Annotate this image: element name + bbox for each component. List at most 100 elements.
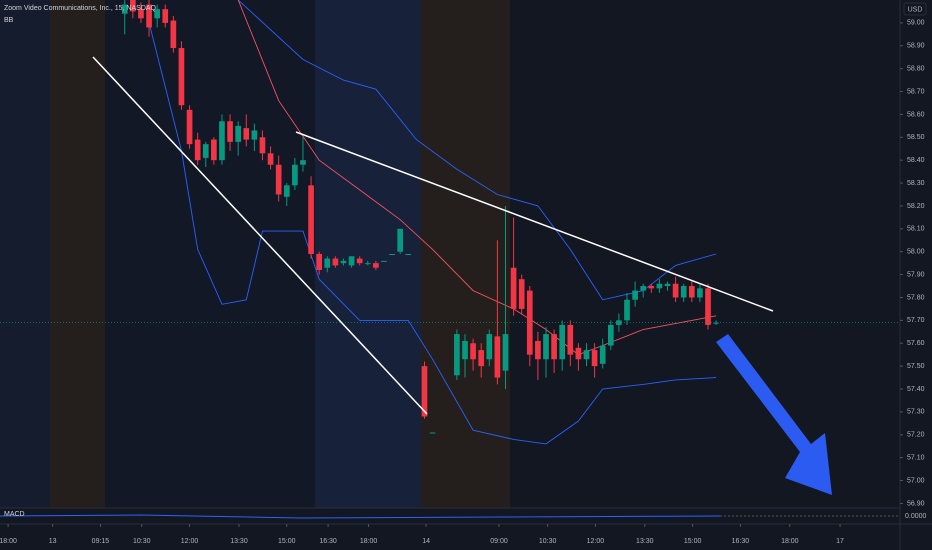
- candle-body: [121, 4, 128, 14]
- session-shade: [315, 0, 421, 508]
- candle-body: [664, 283, 671, 287]
- plot-area: [0, 0, 900, 445]
- candle-body: [267, 153, 274, 165]
- x-tick-label: 13: [49, 538, 57, 545]
- candle-body: [680, 286, 687, 298]
- candle-body: [364, 263, 371, 265]
- candle-body: [235, 125, 241, 142]
- candle-body: [591, 350, 598, 367]
- candle-body: [656, 283, 663, 289]
- candle-body: [154, 9, 160, 19]
- candle-body: [186, 109, 193, 145]
- y-tick-label: 57.00: [907, 477, 925, 484]
- trendline: [92, 56, 428, 415]
- candle-body: [526, 290, 533, 355]
- candle-body: [356, 258, 363, 264]
- candle-body: [599, 345, 606, 364]
- x-tick-label: 16:30: [732, 538, 750, 545]
- currency-box[interactable]: [903, 2, 927, 16]
- currency-label: USD: [908, 6, 923, 13]
- candle-body: [381, 260, 387, 262]
- candle-body: [429, 432, 436, 434]
- x-tick-label: 15:00: [684, 538, 702, 545]
- candle-body: [219, 121, 225, 161]
- candle-body: [567, 324, 574, 355]
- forecast-arrow: [716, 334, 832, 495]
- x-tick-label: 09:15: [92, 538, 110, 545]
- y-tick-label: 56.90: [907, 500, 925, 507]
- candle-body: [202, 144, 209, 158]
- candle-body: [348, 256, 355, 266]
- x-tick-label: 16:30: [319, 538, 337, 545]
- candle-body: [713, 322, 719, 324]
- candle-body: [324, 258, 331, 268]
- candle-body: [543, 334, 549, 360]
- x-tick-label: 18:00: [360, 538, 378, 545]
- chart-title: Zoom Video Communications, Inc., 15, NAS…: [4, 5, 157, 12]
- y-tick-label: 57.10: [907, 455, 925, 462]
- x-tick-label: 15:00: [278, 538, 296, 545]
- session-shade: [0, 0, 50, 508]
- candle-body: [292, 164, 298, 186]
- candle-body: [502, 334, 509, 371]
- trendline: [295, 131, 774, 312]
- candle-body: [518, 279, 525, 309]
- candle-body: [462, 340, 468, 360]
- y-tick-label: 58.70: [907, 88, 925, 95]
- session-shade: [105, 0, 315, 508]
- y-tick-label: 57.60: [907, 340, 925, 347]
- candle-body: [308, 185, 314, 254]
- candle-body: [373, 263, 379, 268]
- y-tick-label: 57.40: [907, 386, 925, 393]
- candle-body: [583, 350, 590, 360]
- candle-body: [607, 324, 614, 346]
- candle-body: [138, 9, 144, 19]
- y-tick-label: 58.50: [907, 134, 925, 141]
- macd-value: 0.0000: [905, 513, 927, 520]
- candle-body: [275, 164, 282, 195]
- candle-body: [478, 350, 485, 367]
- macd-pane: [0, 508, 900, 524]
- y-tick-label: 57.70: [907, 317, 925, 324]
- candle-body: [178, 48, 185, 106]
- candle-body: [640, 286, 647, 291]
- candle-body: [470, 343, 476, 360]
- candle-body: [672, 283, 679, 298]
- y-tick-label: 57.30: [907, 409, 925, 416]
- indicator-label: BB: [4, 17, 14, 24]
- candle-body: [551, 334, 557, 360]
- candle-body: [405, 254, 412, 255]
- candle-body: [283, 185, 290, 197]
- candle-body: [624, 299, 630, 321]
- y-tick-label: 58.80: [907, 65, 925, 72]
- candle-body: [494, 336, 501, 378]
- candle-body: [211, 139, 217, 161]
- candle-body: [397, 228, 404, 252]
- candle-body: [648, 286, 655, 289]
- x-tick-label: 09:00: [490, 538, 508, 545]
- y-tick-label: 58.30: [907, 180, 925, 187]
- candle-body: [227, 121, 233, 142]
- y-tick-label: 59.00: [907, 20, 925, 27]
- macd-label: MACD: [4, 511, 25, 518]
- y-tick-label: 58.00: [907, 249, 925, 256]
- candle-body: [194, 139, 201, 161]
- candle-body: [251, 130, 258, 140]
- x-tick-label: 10:30: [133, 538, 151, 545]
- session-shade: [421, 0, 510, 508]
- candle-body: [486, 334, 493, 360]
- candle-body: [146, 4, 152, 28]
- y-tick-label: 57.90: [907, 271, 925, 278]
- y-tick-label: 58.40: [907, 157, 925, 164]
- candle-body: [389, 254, 395, 255]
- candle-body: [688, 286, 695, 298]
- y-tick-label: 57.20: [907, 432, 925, 439]
- candle-body: [705, 288, 711, 325]
- candle-body: [259, 137, 266, 154]
- x-tick-label: 12:00: [587, 538, 605, 545]
- candle-body: [454, 334, 460, 376]
- session-shade: [50, 0, 105, 508]
- candle-body: [559, 324, 566, 360]
